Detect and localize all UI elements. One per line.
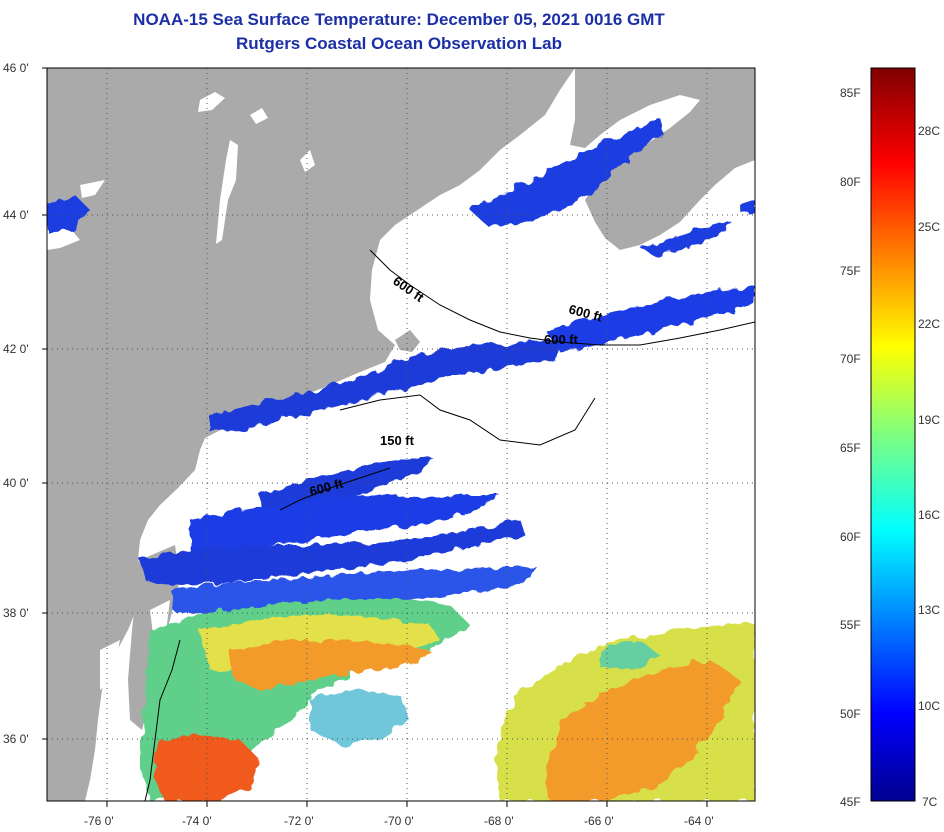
cb-f-70: 70F: [840, 352, 861, 366]
sst-bight-band-4: [170, 565, 535, 615]
map-title: NOAA-15 Sea Surface Temperature: Decembe…: [133, 10, 665, 29]
lakes: [47, 92, 315, 690]
lat-label-36: 36 0': [3, 732, 29, 746]
lon-label-76: -76 0': [84, 814, 114, 828]
lat-label-44: 44 0': [3, 208, 29, 222]
cb-f-45: 45F: [840, 795, 861, 809]
sst-nova-scotia-band: [740, 200, 755, 214]
cb-f-75: 75F: [840, 264, 861, 278]
colorbar: [870, 67, 916, 802]
lat-label-42: 42 0': [3, 342, 29, 356]
contour-label-3: 600 ft: [544, 332, 579, 347]
land-cape-cod: [395, 330, 420, 352]
cb-f-80: 80F: [840, 175, 861, 189]
axis-ticks: [42, 67, 708, 807]
lat-label-46: 46 0': [3, 61, 29, 75]
sst-georges-band: [545, 285, 755, 352]
cb-f-60: 60F: [840, 530, 861, 544]
lat-label-40: 40 0': [3, 476, 29, 490]
sst-middle-cyan: [310, 690, 410, 745]
map-subtitle: Rutgers Coastal Ocean Observation Lab: [236, 34, 562, 53]
sst-nw-lake-patch: [47, 195, 90, 232]
sst-mab-orange: [230, 640, 430, 690]
sst-gulfstream-nearshore: [152, 735, 260, 801]
graticule: [47, 68, 755, 801]
cb-c-22: 22C: [918, 317, 941, 331]
cb-f-55: 55F: [840, 618, 861, 632]
sst-bight-band-2: [190, 495, 500, 552]
sst-bight-band-3: [140, 520, 525, 585]
cb-c-10: 10C: [918, 699, 941, 713]
bathymetry-contours: [144, 249, 755, 801]
lon-label-68: -68 0': [484, 814, 514, 828]
cb-f-65: 65F: [840, 441, 861, 455]
lon-label-74: -74 0': [182, 814, 212, 828]
map-frame-border: [46, 67, 756, 802]
sst-offshore-east-orange: [545, 660, 740, 801]
sst-southern-new-england-band: [210, 340, 560, 432]
cb-c-13: 13C: [918, 603, 941, 617]
cb-f-50: 50F: [840, 707, 861, 721]
cb-c-28: 28C: [918, 124, 941, 138]
lat-label-38: 38 0': [3, 606, 29, 620]
cb-f-85: 85F: [840, 86, 861, 100]
lon-label-64: -64 0': [684, 814, 714, 828]
sst-gulf-of-maine-north: [470, 118, 665, 228]
land-us-mainland: [47, 68, 575, 801]
cb-c-7: 7C: [922, 795, 938, 809]
lon-label-72: -72 0': [284, 814, 314, 828]
cb-c-19: 19C: [918, 413, 941, 427]
land-nova-scotia: [570, 68, 755, 250]
land-cape-breton: [715, 120, 755, 165]
lon-label-66: -66 0': [584, 814, 614, 828]
sst-offshore-east-green: [600, 640, 660, 670]
contour-label-4: 150 ft: [380, 433, 415, 448]
lon-label-70: -70 0': [384, 814, 414, 828]
cb-c-16: 16C: [918, 508, 941, 522]
cb-c-25: 25C: [918, 220, 941, 234]
